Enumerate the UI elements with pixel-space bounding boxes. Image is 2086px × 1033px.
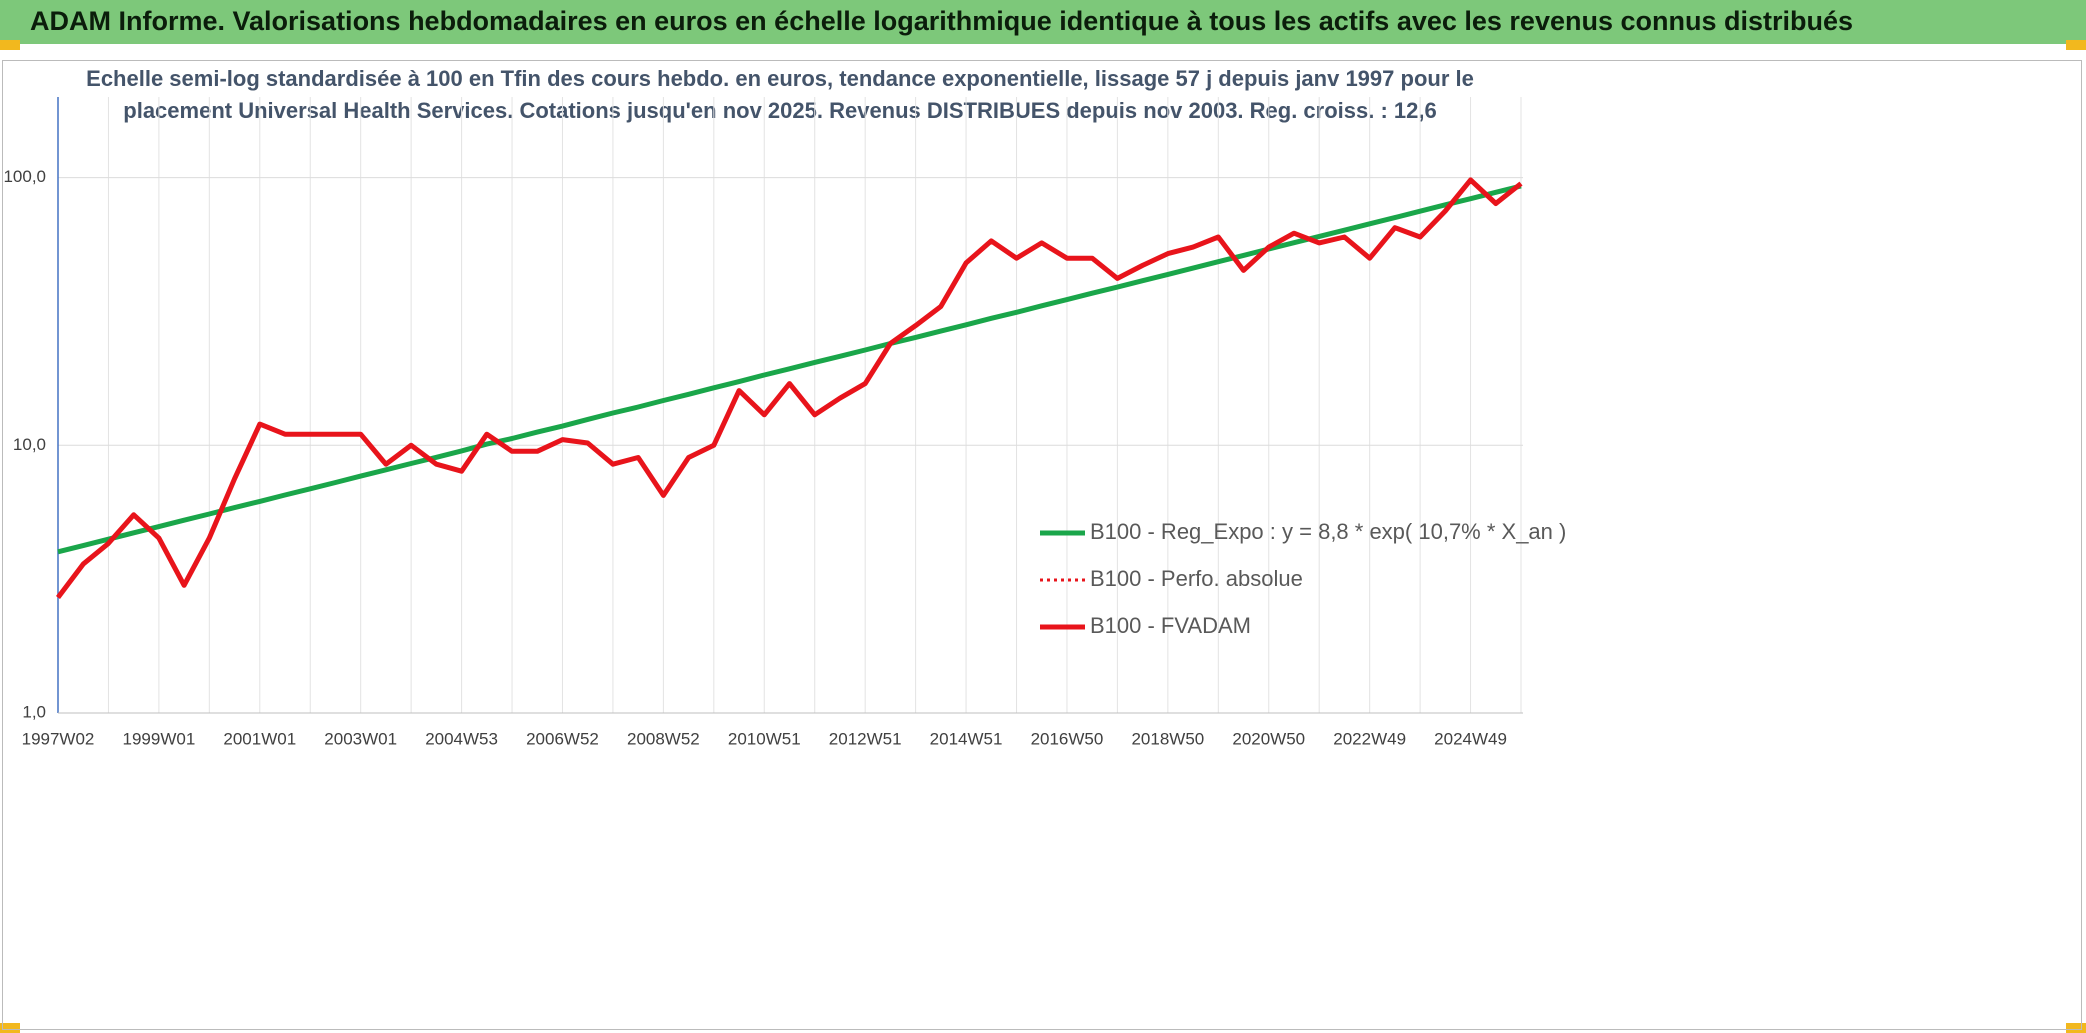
x-tick-label: 2008W52	[627, 729, 700, 748]
chart-subtitle: placement Universal Health Services. Cot…	[123, 98, 1436, 123]
x-tick-label: 2020W50	[1232, 729, 1305, 748]
series-line	[56, 177, 1523, 600]
legend-label: B100 - Perfo. absolue	[1090, 566, 1303, 591]
x-tick-label: 2006W52	[526, 729, 599, 748]
x-tick-label: 1997W02	[22, 729, 95, 748]
x-tick-label: 1999W01	[123, 729, 196, 748]
y-tick-label: 1,0	[22, 702, 46, 721]
y-tick-label: 10,0	[13, 435, 46, 454]
x-tick-label: 2022W49	[1333, 729, 1406, 748]
chart-frame	[2, 60, 2082, 1030]
x-tick-label: 2024W49	[1434, 729, 1507, 748]
x-tick-label: 2010W51	[728, 729, 801, 748]
corner	[2066, 40, 2086, 50]
series-line	[57, 183, 1522, 555]
corner	[0, 40, 20, 50]
x-tick-label: 2003W01	[324, 729, 397, 748]
chart-title: Echelle semi-log standardisée à 100 en T…	[86, 66, 1474, 91]
corner	[2066, 1023, 2086, 1033]
corner	[0, 1023, 20, 1033]
x-tick-label: 2014W51	[930, 729, 1003, 748]
x-tick-label: 2001W01	[223, 729, 296, 748]
x-tick-label: 2016W50	[1031, 729, 1104, 748]
x-tick-label: 2012W51	[829, 729, 902, 748]
y-tick-label: 100,0	[3, 167, 46, 186]
legend-label: B100 - Reg_Expo : y = 8,8 * exp( 10,7% *…	[1090, 519, 1566, 544]
x-tick-label: 2004W53	[425, 729, 498, 748]
header-bar: ADAM Informe. Valorisations hebdomadaire…	[0, 0, 2086, 44]
legend-label: B100 - FVADAM	[1090, 613, 1251, 638]
header-title: ADAM Informe. Valorisations hebdomadaire…	[30, 6, 1854, 36]
x-tick-label: 2018W50	[1131, 729, 1204, 748]
